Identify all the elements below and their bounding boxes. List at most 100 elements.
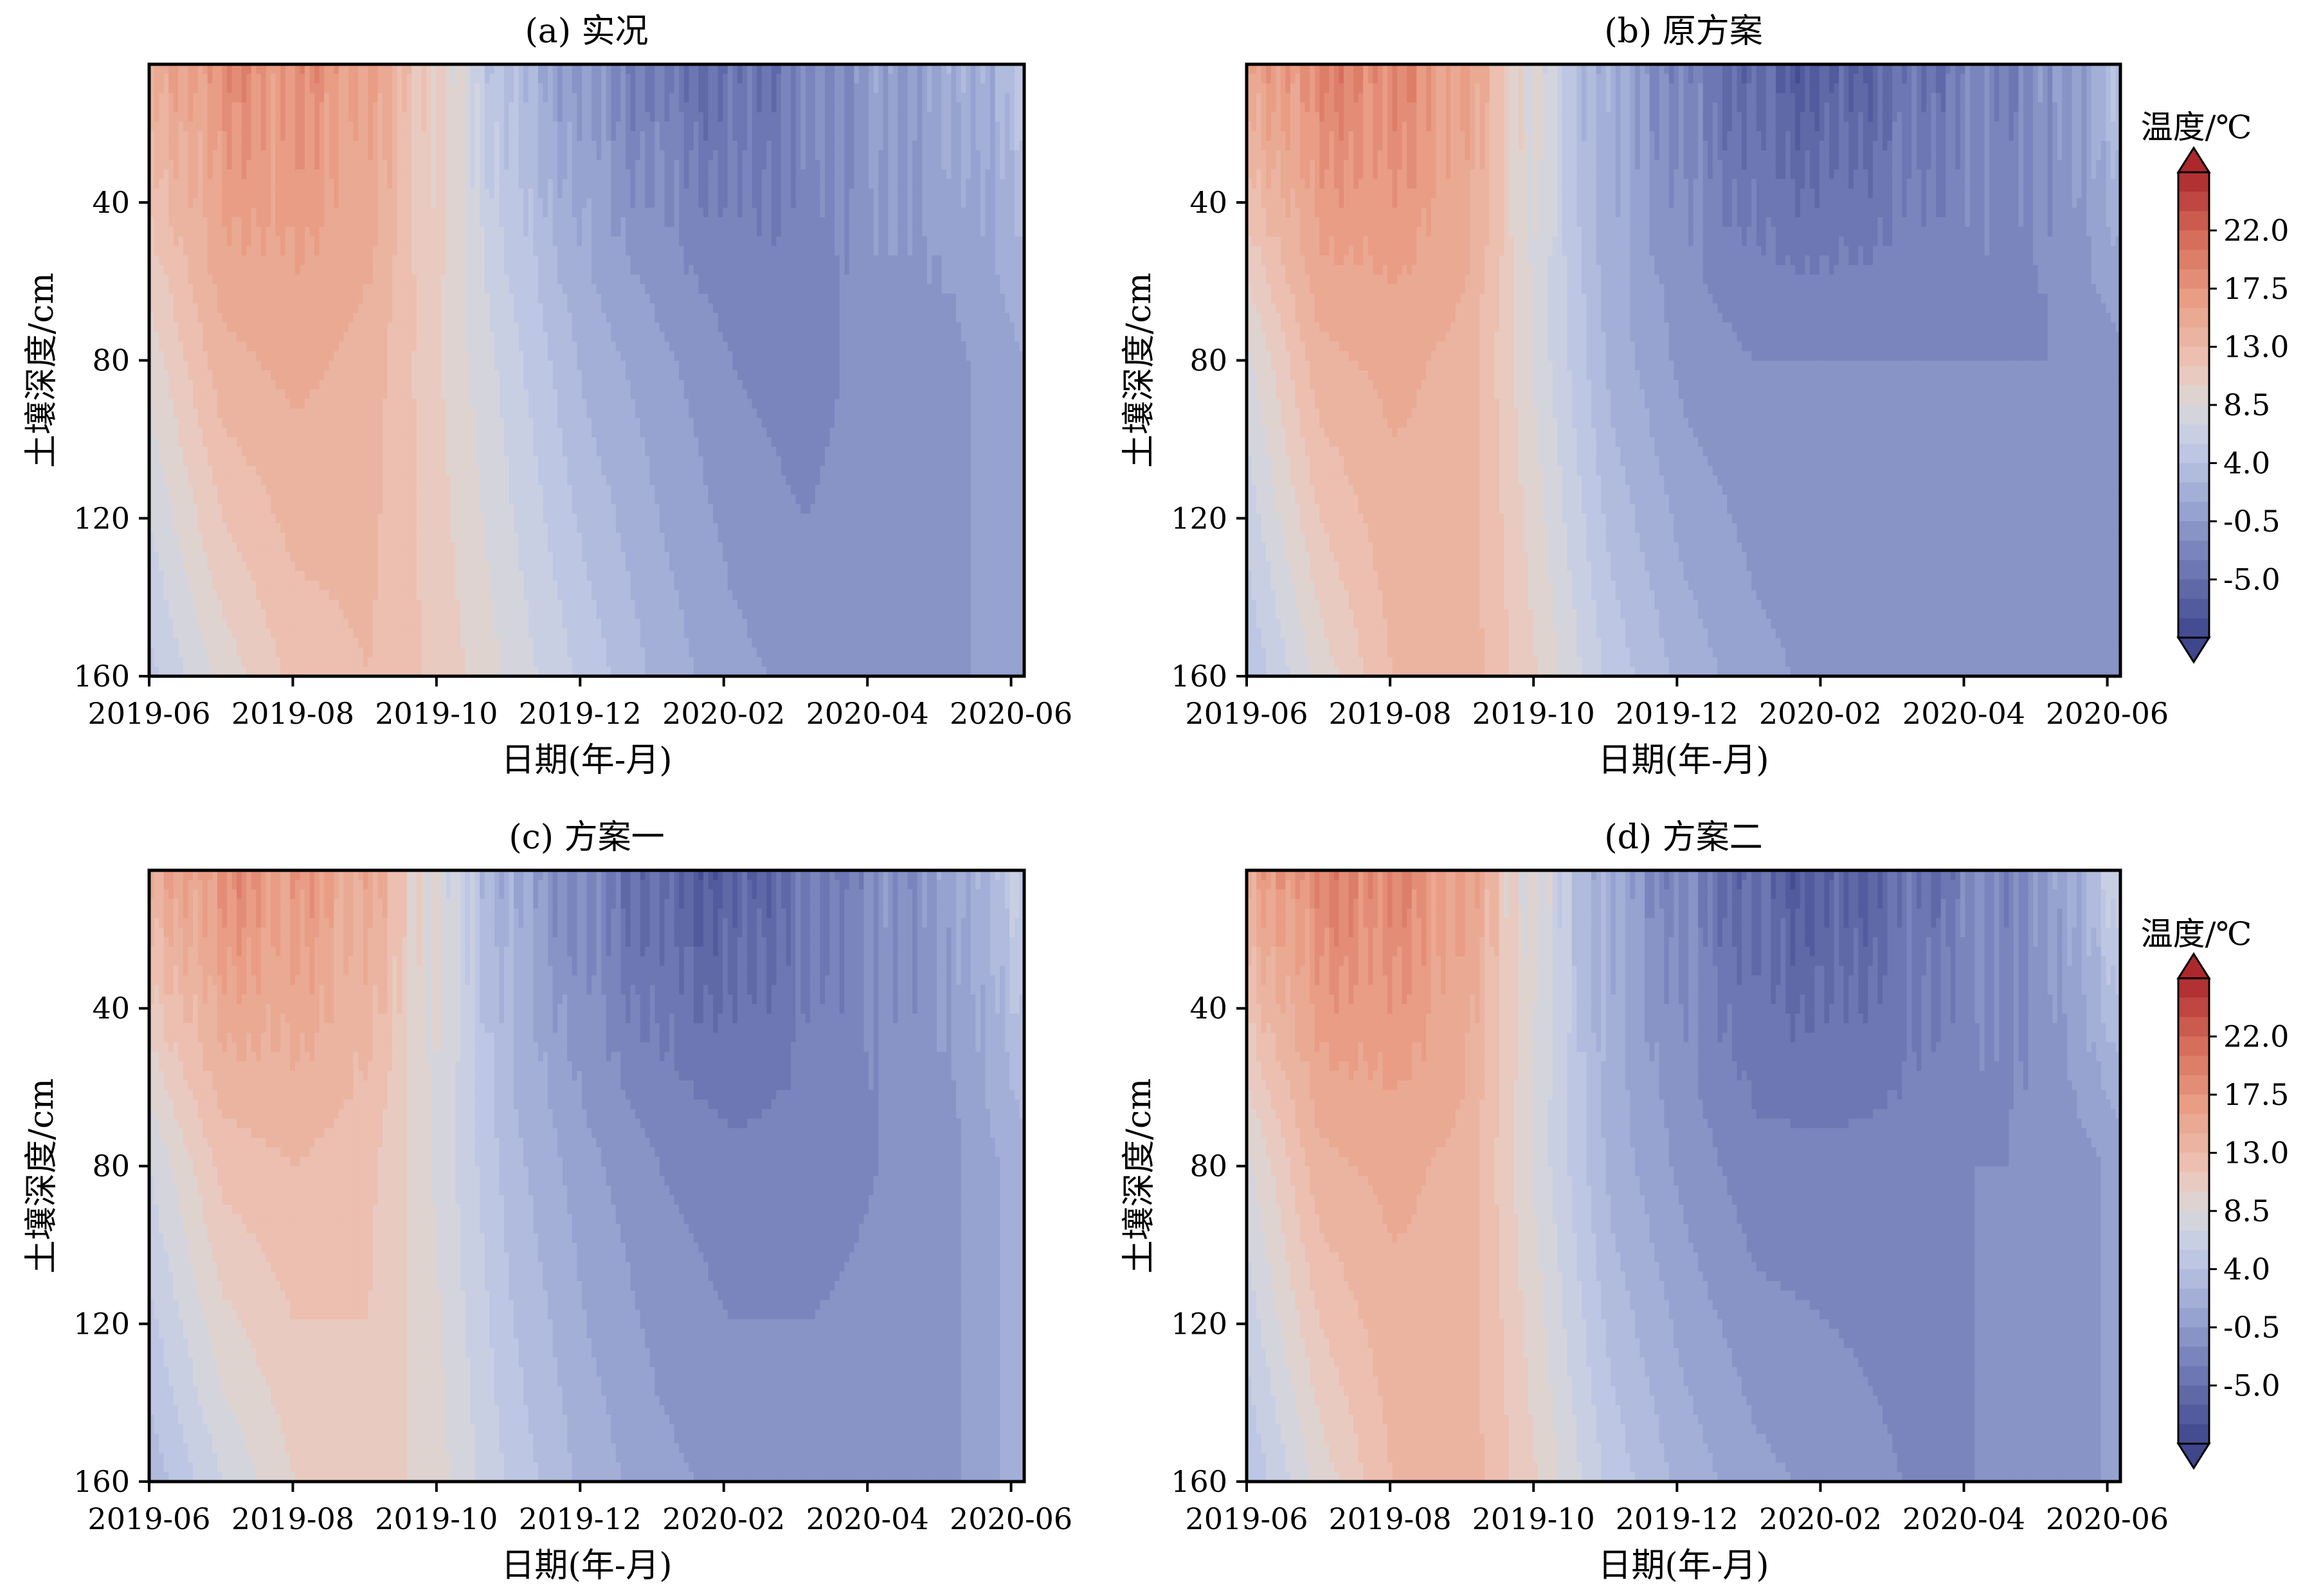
heatmap-cell (188, 600, 194, 610)
heatmap-cell (372, 590, 379, 600)
heatmap-cell (329, 322, 335, 333)
heatmap-cell (173, 542, 179, 553)
heatmap-cell (183, 255, 189, 266)
heatmap-cell (246, 169, 252, 180)
heatmap-cell (241, 265, 248, 276)
heatmap-cell (163, 485, 170, 496)
heatmap-cell (460, 399, 466, 409)
heatmap-cell (358, 73, 364, 84)
heatmap-cell (416, 561, 422, 572)
heatmap-cell (329, 600, 335, 610)
heatmap-cell (197, 657, 203, 667)
heatmap-cell (300, 551, 305, 562)
heatmap-cell (280, 456, 286, 467)
heatmap-cell (290, 399, 296, 409)
heatmap-cell (241, 198, 248, 208)
heatmap-cell (294, 246, 301, 256)
heatmap-cell (416, 427, 422, 438)
heatmap-cell (460, 485, 466, 496)
heatmap-cell (300, 246, 305, 256)
heatmap-cell (203, 379, 208, 390)
heatmap-cell (334, 638, 339, 649)
heatmap-cell (319, 427, 325, 438)
heatmap-cell (392, 437, 398, 447)
heatmap-cell (334, 532, 339, 543)
heatmap-cell (397, 226, 402, 237)
heatmap-cell (402, 188, 408, 199)
heatmap-cell (149, 208, 155, 218)
heatmap-cell (193, 628, 199, 639)
heatmap-cell (368, 427, 374, 438)
heatmap-cell (304, 73, 311, 84)
heatmap-cell (343, 447, 349, 457)
heatmap-cell (465, 389, 471, 400)
heatmap-cell (518, 294, 524, 304)
heatmap-cell (334, 159, 339, 170)
heatmap-cell (285, 418, 291, 429)
heatmap-cell (203, 437, 208, 447)
heatmap-cell (455, 351, 461, 361)
heatmap-cell (183, 551, 189, 562)
heatmap-cell (440, 274, 447, 285)
heatmap-cell (159, 561, 165, 572)
heatmap-cell (203, 141, 208, 151)
heatmap-cell (480, 618, 485, 629)
heatmap-cell (455, 284, 461, 294)
heatmap-cell (509, 379, 514, 390)
heatmap-cell (480, 514, 485, 524)
heatmap-cell (474, 437, 480, 447)
heatmap-cell (314, 456, 320, 467)
heatmap-cell (426, 523, 432, 533)
heatmap-cell (178, 465, 184, 476)
heatmap-cell (309, 274, 315, 285)
heatmap-cell (294, 361, 301, 371)
heatmap-cell (372, 341, 379, 352)
heatmap-cell (271, 351, 276, 361)
heatmap-cell (290, 437, 296, 447)
heatmap-cell (358, 361, 364, 371)
heatmap-cell (465, 647, 471, 658)
heatmap-cell (484, 628, 491, 639)
heatmap-cell (260, 198, 267, 208)
heatmap-cell (173, 485, 179, 496)
heatmap-cell (309, 523, 315, 533)
heatmap-cell (334, 475, 339, 486)
heatmap-cell (470, 64, 476, 75)
heatmap-cell (246, 179, 252, 190)
heatmap-cell (212, 465, 218, 476)
heatmap-cell (163, 504, 170, 514)
heatmap-cell (197, 638, 203, 649)
heatmap-cell (363, 169, 369, 180)
heatmap-cell (207, 265, 213, 276)
heatmap-cell (212, 638, 218, 649)
heatmap-cell (514, 590, 519, 600)
heatmap-cell (334, 150, 339, 161)
heatmap-cell (154, 542, 159, 553)
heatmap-cell (178, 341, 184, 352)
heatmap-cell (523, 389, 529, 400)
heatmap-cell (246, 112, 252, 123)
heatmap-cell (251, 141, 257, 151)
heatmap-cell (226, 456, 233, 467)
heatmap-cell (246, 647, 252, 658)
heatmap-cell (207, 628, 213, 639)
heatmap-cell (382, 523, 388, 533)
heatmap-cell (387, 112, 393, 123)
heatmap-cell (436, 571, 442, 582)
heatmap-cell (290, 427, 296, 438)
heatmap-cell (460, 188, 466, 199)
heatmap-cell (149, 551, 155, 562)
heatmap-cell (392, 121, 398, 132)
heatmap-cell (416, 93, 422, 103)
heatmap-cell (334, 580, 339, 591)
heatmap-cell (309, 571, 315, 582)
heatmap-cell (193, 179, 199, 190)
heatmap-cell (260, 217, 267, 228)
heatmap-cell (237, 102, 242, 113)
heatmap-cell (163, 303, 170, 314)
heatmap-cell (217, 322, 223, 333)
heatmap-cell (514, 389, 519, 400)
heatmap-cell (484, 475, 491, 486)
heatmap-cell (285, 600, 291, 610)
heatmap-cell (465, 303, 471, 314)
